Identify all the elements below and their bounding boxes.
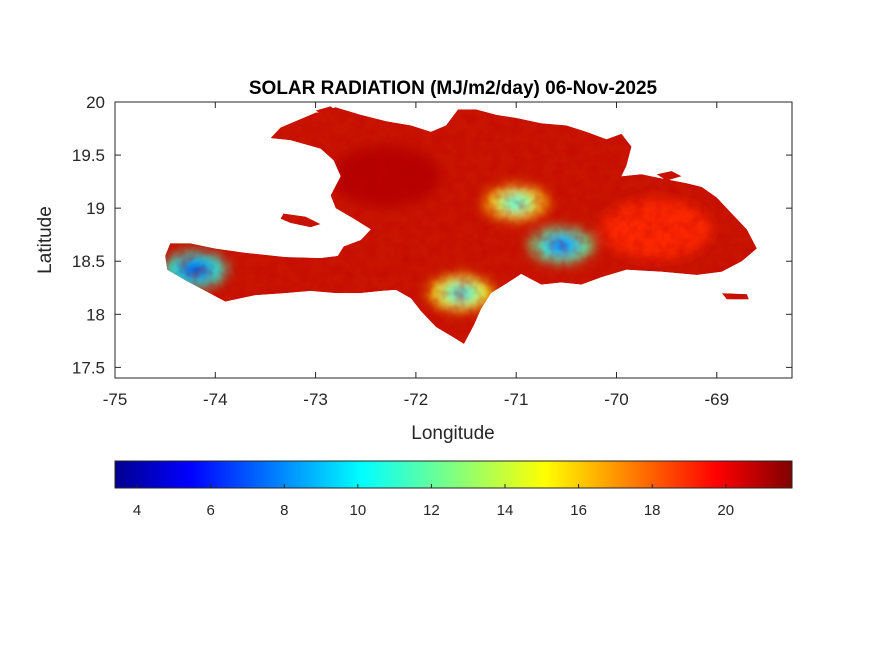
x-tick-label: -71 (504, 390, 529, 409)
x-tick-label: -74 (203, 390, 228, 409)
colorbar-tick-label: 14 (497, 502, 514, 519)
y-tick-label: 19 (86, 199, 105, 218)
colorbar: 4 6 8 10 12 14 16 18 20 (114, 460, 793, 519)
colorbar-tick-label: 8 (280, 502, 288, 519)
y-tick-label: 18 (86, 305, 105, 324)
y-tick-label: 17.5 (72, 358, 105, 377)
colorbar-tick-label: 6 (206, 502, 214, 519)
solar-radiation-raster (165, 106, 757, 344)
colorbar-gradient (114, 460, 793, 489)
map-title: SOLAR RADIATION (MJ/m2/day) 06-Nov-2025 (249, 78, 658, 99)
y-tick-label: 19.5 (72, 146, 105, 165)
colorbar-ticks: 4 6 8 10 12 14 16 18 20 (133, 484, 734, 519)
x-tick-label: -72 (404, 390, 429, 409)
y-axis-label: Latitude (35, 206, 56, 274)
colorbar-tick-label: 20 (717, 502, 734, 519)
colorbar-tick-label: 12 (423, 502, 440, 519)
colorbar-tick-label: 18 (644, 502, 661, 519)
x-tick-label: -73 (303, 390, 328, 409)
x-tick-label: -70 (604, 390, 629, 409)
x-axis-ticks: -75 -74 -73 -72 -71 -70 -69 (103, 102, 729, 409)
x-tick-label: -69 (704, 390, 729, 409)
x-tick-label: -75 (103, 390, 128, 409)
colorbar-tick-label: 4 (133, 502, 141, 519)
colorbar-tick-label: 10 (349, 502, 366, 519)
colorbar-tick-label: 16 (570, 502, 587, 519)
y-axis-ticks: 17.5 18 18.5 19 19.5 20 (72, 93, 792, 377)
x-axis-label: Longitude (411, 423, 494, 444)
y-tick-label: 18.5 (72, 252, 105, 271)
y-tick-label: 20 (86, 93, 105, 112)
